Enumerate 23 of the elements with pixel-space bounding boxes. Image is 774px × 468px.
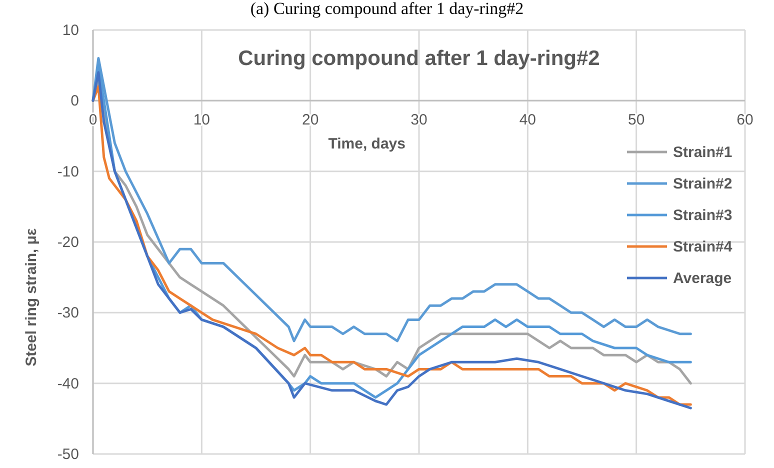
legend-label: Strain#1	[673, 144, 732, 161]
y-tick-label: 10	[62, 22, 79, 39]
x-tick-label: 60	[736, 112, 754, 129]
y-tick-label: -40	[57, 375, 79, 392]
y-tick-label: -30	[57, 304, 79, 322]
y-tick-label: -10	[57, 163, 79, 180]
x-tick-label: 50	[628, 112, 645, 129]
legend-label: Strain#4	[673, 238, 733, 256]
y-tick-label: 0	[70, 92, 79, 110]
text: (a) Curing compound after 1 day-ring#2	[250, 0, 524, 18]
x-tick-label: 0	[88, 112, 98, 129]
x-tick-label: 30	[410, 112, 428, 129]
x-tick-label: 10	[193, 112, 210, 129]
x-tick-label: 20	[302, 112, 319, 129]
y-axis-title: Steel ring strain, με	[23, 228, 40, 366]
legend-label: Average	[673, 270, 732, 287]
y-tick-label: -50	[57, 446, 79, 463]
legend-label: Strain#3	[673, 207, 732, 224]
x-axis-title: Time, days	[328, 136, 406, 153]
text: Curing compound after 1 day-ring#2	[238, 47, 600, 70]
legend-label: Strain#2	[673, 176, 732, 192]
x-tick-label: 40	[519, 112, 536, 129]
y-tick-label: -20	[57, 234, 79, 251]
